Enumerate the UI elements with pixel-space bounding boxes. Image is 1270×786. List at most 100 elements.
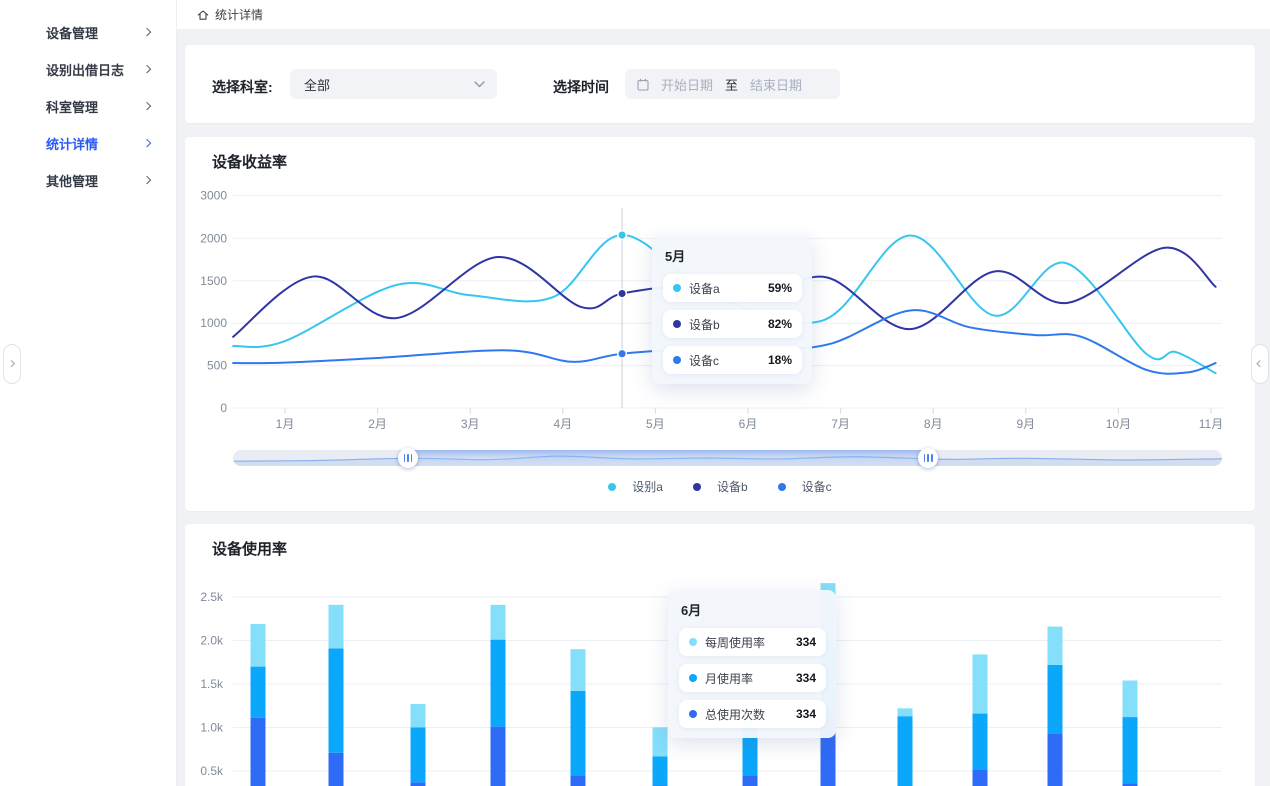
time-label: 选择时间 xyxy=(553,79,609,95)
legend: 设别a 设备b 设备c xyxy=(185,478,1255,495)
sidebar-item-statistics-detail[interactable]: 统计详情 xyxy=(0,125,176,162)
chevron-down-icon xyxy=(474,80,485,87)
tooltip-row-label: 总使用次数 xyxy=(705,707,766,722)
tooltip-row-label: 每周使用率 xyxy=(705,635,766,650)
sidebar-item-other-management[interactable]: 其他管理 xyxy=(0,162,176,199)
tooltip-row: 设备c 18% xyxy=(663,346,802,374)
tooltip-row: 每周使用率 334 xyxy=(679,628,826,656)
sidebar-item-label: 设备管理 xyxy=(46,26,99,41)
legend-dot xyxy=(608,482,617,491)
x-axis-label: 4月 xyxy=(553,417,572,431)
main-content: 统计详情 选择科室: 全部 选择时间 开始日期 至 结束日期 设备收益率 0 50… xyxy=(177,0,1270,786)
department-select[interactable]: 全部 xyxy=(290,69,497,99)
sidebar-item-department-management[interactable]: 科室管理 xyxy=(0,88,176,125)
sidebar-item-device-management[interactable]: 设备管理 xyxy=(0,14,176,51)
bar-segment-每周使用率 xyxy=(490,604,506,640)
y-axis-label: 1.5k xyxy=(200,677,224,691)
series-dot xyxy=(689,638,697,646)
bar-segment-每周使用率 xyxy=(570,649,586,691)
bar-segment-总使用次数 xyxy=(328,752,344,786)
bar-segment-总使用次数 xyxy=(972,769,988,786)
date-start-input[interactable]: 开始日期 xyxy=(661,77,714,93)
date-separator: 至 xyxy=(725,77,739,93)
bar-segment-月使用率 xyxy=(490,639,506,727)
tooltip-row-value: 334 xyxy=(795,671,816,685)
tooltip-row-value: 18% xyxy=(767,353,792,367)
marker-dot xyxy=(617,288,628,299)
select-value: 全部 xyxy=(304,77,331,93)
series-dot xyxy=(673,284,681,292)
tooltip-title: 5月 xyxy=(665,249,686,264)
bar-segment-每周使用率 xyxy=(1047,626,1063,665)
chevron-right-icon xyxy=(8,360,16,368)
legend-item-a[interactable]: 设别a xyxy=(608,478,663,495)
bar-segment-月使用率 xyxy=(897,716,913,786)
bar-segment-总使用次数 xyxy=(1047,733,1063,786)
sidebar-item-label: 统计详情 xyxy=(46,137,99,152)
sidebar: 设备管理 设别出借日志 科室管理 统计详情 其他管理 xyxy=(0,0,177,786)
x-axis-label: 2月 xyxy=(368,417,387,431)
tooltip-row-label: 设备a xyxy=(689,281,720,296)
bar-segment-总使用次数 xyxy=(490,726,506,786)
left-panel-toggle[interactable] xyxy=(3,344,21,384)
y-axis-label: 2000 xyxy=(200,231,227,245)
breadcrumb-bar: 统计详情 xyxy=(177,0,1270,30)
breadcrumb[interactable]: 统计详情 xyxy=(196,6,263,23)
bar-segment-月使用率 xyxy=(570,690,586,776)
y-axis-label: 3000 xyxy=(200,189,227,203)
legend-label: 设别a xyxy=(632,480,663,494)
y-axis-label: 2.5k xyxy=(200,590,224,604)
legend-item-b[interactable]: 设备b xyxy=(692,478,748,495)
bar-segment-每周使用率 xyxy=(250,623,266,667)
bar-segment-总使用次数 xyxy=(570,775,586,786)
revenue-chart-title: 设备收益率 xyxy=(212,154,288,171)
slider-track[interactable] xyxy=(233,450,1222,466)
y-axis-label: 1500 xyxy=(200,274,227,288)
usage-chart-title: 设备使用率 xyxy=(212,541,288,558)
right-panel-toggle[interactable] xyxy=(1251,344,1269,384)
legend-item-c[interactable]: 设备c xyxy=(777,478,832,495)
bar-segment-每周使用率 xyxy=(972,654,988,714)
tooltip-row-value: 59% xyxy=(767,281,792,295)
bar-segment-每周使用率 xyxy=(652,727,668,757)
slider-handle-left[interactable] xyxy=(398,448,419,468)
date-range-picker[interactable]: 开始日期 至 结束日期 xyxy=(625,69,840,99)
y-axis-label: 1.0k xyxy=(200,721,224,735)
bar-segment-总使用次数 xyxy=(250,717,266,786)
x-axis-label: 8月 xyxy=(924,417,943,431)
data-zoom-slider[interactable] xyxy=(233,448,1222,468)
bar-segment-月使用率 xyxy=(410,727,426,783)
tooltip-row: 月使用率 334 xyxy=(679,664,826,692)
sidebar-item-lending-log[interactable]: 设别出借日志 xyxy=(0,51,176,88)
tooltip-row: 设备a 59% xyxy=(663,274,802,302)
y-axis-label: 2.0k xyxy=(200,634,224,648)
series-dot xyxy=(673,320,681,328)
chevron-right-icon xyxy=(142,139,152,148)
slider-handle-right[interactable] xyxy=(918,448,939,468)
marker-dot xyxy=(617,230,628,241)
bar-segment-每周使用率 xyxy=(897,708,913,717)
bar-segment-月使用率 xyxy=(328,648,344,753)
chevron-right-icon xyxy=(142,28,152,37)
sidebar-item-label: 其他管理 xyxy=(46,174,99,189)
tooltip-row-value: 334 xyxy=(795,707,816,721)
legend-dot xyxy=(777,482,786,491)
slider-selected-region[interactable] xyxy=(408,450,929,466)
y-axis-label: 0.5k xyxy=(200,764,224,778)
x-axis-label: 6月 xyxy=(739,417,758,431)
x-axis-label: 10月 xyxy=(1106,417,1131,431)
date-end-input[interactable]: 结束日期 xyxy=(750,77,803,93)
tooltip-row-label: 设备b xyxy=(689,317,720,332)
breadcrumb-label: 统计详情 xyxy=(215,8,264,22)
bar-segment-月使用率 xyxy=(1122,717,1138,784)
calendar-icon xyxy=(637,78,649,91)
legend-label: 设备c xyxy=(801,480,832,494)
bar-segment-月使用率 xyxy=(250,666,266,718)
x-axis-label: 9月 xyxy=(1016,417,1035,431)
legend-label: 设备b xyxy=(716,480,748,494)
sidebar-item-label: 科室管理 xyxy=(46,100,99,115)
filter-card: 选择科室: 全部 选择时间 开始日期 至 结束日期 xyxy=(185,45,1255,123)
x-axis-label: 11月 xyxy=(1199,417,1223,431)
usage-chart-card: 设备使用率 0.5k 1.0k 1.5k 2.0k 2.5k 6月 每周使用率 334 … xyxy=(185,524,1255,786)
revenue-chart-card: 设备收益率 0 500 1000 1500 2000 3000 1月 2月 3月 4月 5月 6月 7月… xyxy=(185,137,1255,511)
